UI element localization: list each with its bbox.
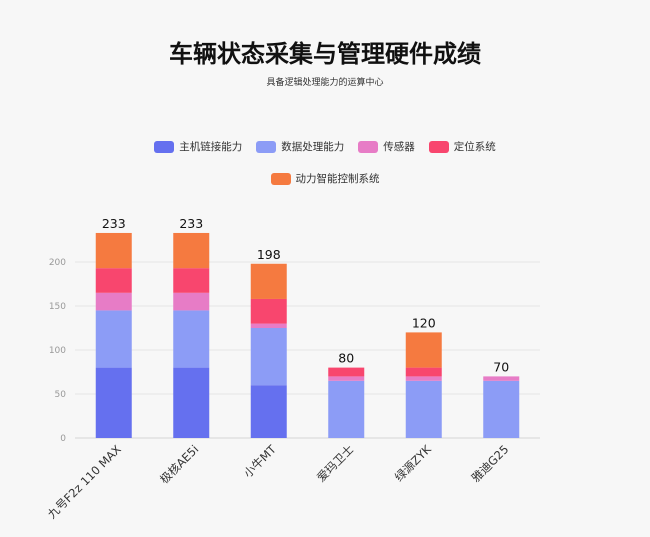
bar-segment bbox=[95, 292, 132, 311]
legend-swatch bbox=[270, 172, 291, 185]
legend-item-data-processing[interactable]: 数据处理能力 bbox=[256, 139, 344, 154]
legend-label: 传感器 bbox=[383, 141, 415, 153]
legend-swatch bbox=[428, 140, 449, 153]
y-tick-label: 200 bbox=[49, 258, 66, 268]
bar-segment bbox=[250, 263, 287, 299]
chart-subtitle: 具备逻辑处理能力的运算中心 bbox=[266, 78, 384, 88]
bar-total-label: 233 bbox=[179, 216, 203, 231]
bar-segment bbox=[95, 367, 132, 438]
legend-label: 动力智能控制系统 bbox=[295, 173, 380, 185]
bar-segment bbox=[405, 376, 442, 381]
bar-segment bbox=[95, 310, 132, 368]
bar-segment bbox=[250, 298, 287, 324]
bar-segment bbox=[405, 367, 442, 377]
x-category-label: 九号F2z 110 MAX bbox=[45, 442, 124, 521]
bar-segment bbox=[173, 310, 210, 368]
legend-swatch bbox=[358, 140, 379, 153]
y-tick-label: 150 bbox=[49, 302, 66, 312]
legend-swatch bbox=[256, 140, 277, 153]
bar-segment bbox=[173, 367, 210, 438]
legend-label: 主机链接能力 bbox=[179, 141, 243, 153]
bar-total-label: 198 bbox=[257, 247, 281, 262]
bar-segment bbox=[250, 385, 287, 438]
legend-swatch bbox=[154, 140, 175, 153]
chart-title: 车辆状态采集与管理硬件成绩 bbox=[169, 40, 481, 68]
y-tick-label: 100 bbox=[49, 346, 66, 356]
legend-label: 定位系统 bbox=[453, 141, 496, 153]
bar-segment bbox=[250, 328, 287, 386]
bar-segment bbox=[405, 332, 442, 368]
bar-total-label: 70 bbox=[493, 359, 509, 374]
bar-segment bbox=[328, 367, 365, 377]
x-category-label: 小牛MT bbox=[241, 442, 280, 481]
bar-total-label: 233 bbox=[102, 216, 126, 231]
bar-segment bbox=[483, 376, 520, 381]
bar-segment bbox=[95, 232, 132, 269]
x-category-label: 雅迪G25 bbox=[469, 442, 512, 485]
bar-segment bbox=[483, 380, 520, 438]
legend-item-positioning[interactable]: 定位系统 bbox=[428, 139, 496, 154]
legend-label: 数据处理能力 bbox=[281, 141, 345, 153]
bar-segment bbox=[95, 268, 132, 293]
legend-item-host-link[interactable]: 主机链接能力 bbox=[154, 139, 242, 154]
bar-segment bbox=[173, 292, 210, 311]
bar-total-label: 80 bbox=[338, 351, 354, 366]
y-tick-label: 50 bbox=[55, 390, 67, 400]
x-category-label: 绿源ZYK bbox=[392, 442, 434, 484]
legend-item-sensor[interactable]: 传感器 bbox=[358, 139, 415, 154]
bar-segment bbox=[173, 232, 210, 269]
bar-total-label: 120 bbox=[412, 315, 436, 330]
bar-segment bbox=[405, 380, 442, 438]
bar-segment bbox=[328, 376, 365, 381]
legend-row-2: 动力智能控制系统 bbox=[0, 171, 650, 186]
x-category-label: 极核AE5i bbox=[157, 442, 201, 486]
legend: 主机链接能力 数据处理能力 传感器 定位系统 bbox=[0, 139, 650, 154]
x-category-label: 爱玛卫士 bbox=[314, 442, 356, 484]
bar-segment bbox=[250, 323, 287, 328]
bar-segment bbox=[328, 380, 365, 438]
legend-item-power-control[interactable]: 动力智能控制系统 bbox=[270, 171, 380, 186]
y-tick-label: 0 bbox=[60, 434, 66, 444]
bar-segment bbox=[173, 268, 210, 293]
